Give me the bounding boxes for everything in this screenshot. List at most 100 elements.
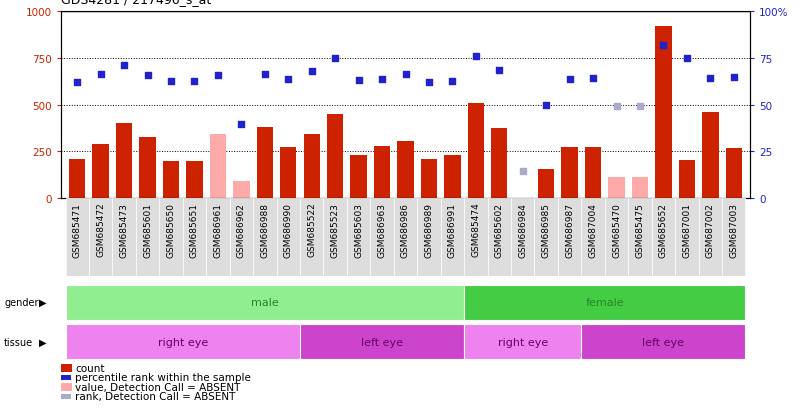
Text: GSM685601: GSM685601 bbox=[143, 202, 152, 257]
Text: GSM687003: GSM687003 bbox=[729, 202, 738, 257]
Point bbox=[399, 71, 412, 78]
Text: right eye: right eye bbox=[157, 337, 208, 347]
Point bbox=[94, 71, 107, 78]
Bar bbox=[655, 27, 672, 198]
Point bbox=[563, 77, 576, 83]
Bar bbox=[722, 198, 745, 277]
Bar bbox=[300, 324, 464, 359]
Bar bbox=[159, 198, 182, 277]
Bar bbox=[702, 113, 719, 198]
Text: GSM686991: GSM686991 bbox=[448, 202, 457, 257]
Text: GSM686985: GSM686985 bbox=[542, 202, 551, 257]
Bar bbox=[421, 159, 437, 198]
Text: count: count bbox=[75, 363, 105, 373]
Bar bbox=[440, 198, 464, 277]
Bar bbox=[726, 149, 742, 198]
Bar bbox=[397, 142, 414, 198]
Point bbox=[352, 78, 365, 85]
Point bbox=[586, 76, 599, 83]
Point bbox=[680, 56, 693, 62]
Bar bbox=[253, 198, 277, 277]
Point bbox=[305, 69, 318, 75]
Bar bbox=[468, 104, 484, 198]
Text: percentile rank within the sample: percentile rank within the sample bbox=[75, 373, 251, 382]
Point bbox=[259, 71, 272, 78]
Text: GSM685652: GSM685652 bbox=[659, 202, 668, 257]
Bar bbox=[464, 198, 487, 277]
Text: GSM685602: GSM685602 bbox=[495, 202, 504, 257]
Text: GSM685651: GSM685651 bbox=[190, 202, 199, 257]
Bar bbox=[182, 198, 206, 277]
Bar bbox=[585, 148, 601, 198]
Bar bbox=[210, 135, 226, 198]
Point bbox=[610, 104, 623, 111]
Point bbox=[704, 76, 717, 83]
Bar bbox=[89, 198, 113, 277]
Point bbox=[328, 56, 341, 62]
Bar bbox=[629, 198, 652, 277]
Text: rank, Detection Call = ABSENT: rank, Detection Call = ABSENT bbox=[75, 392, 236, 401]
Bar bbox=[464, 285, 745, 320]
Point bbox=[470, 54, 483, 60]
Text: GSM685471: GSM685471 bbox=[73, 202, 82, 257]
Bar bbox=[652, 198, 675, 277]
Text: GSM686989: GSM686989 bbox=[424, 202, 433, 257]
Point bbox=[281, 77, 294, 83]
Bar bbox=[139, 138, 156, 198]
Text: GSM686961: GSM686961 bbox=[213, 202, 222, 257]
Text: GSM685473: GSM685473 bbox=[120, 202, 129, 257]
Point bbox=[633, 104, 646, 111]
Bar bbox=[113, 198, 136, 277]
Text: GSM685475: GSM685475 bbox=[636, 202, 645, 257]
Text: GSM686987: GSM686987 bbox=[565, 202, 574, 257]
Bar bbox=[558, 198, 581, 277]
Text: ▶: ▶ bbox=[39, 297, 46, 308]
Text: GSM685603: GSM685603 bbox=[354, 202, 363, 257]
Bar bbox=[581, 198, 605, 277]
Bar bbox=[675, 198, 698, 277]
Bar bbox=[66, 198, 89, 277]
Point bbox=[727, 74, 740, 81]
Bar bbox=[206, 198, 230, 277]
Bar bbox=[277, 198, 300, 277]
Bar bbox=[534, 198, 558, 277]
Bar bbox=[491, 128, 508, 198]
Bar bbox=[371, 198, 394, 277]
Text: GSM687001: GSM687001 bbox=[682, 202, 691, 257]
Bar bbox=[116, 124, 132, 198]
Text: GSM685522: GSM685522 bbox=[307, 202, 316, 257]
Point bbox=[657, 43, 670, 49]
Text: ▶: ▶ bbox=[39, 337, 46, 347]
Text: GSM685523: GSM685523 bbox=[331, 202, 340, 257]
Text: right eye: right eye bbox=[498, 337, 548, 347]
Bar bbox=[92, 145, 109, 198]
Text: GDS4281 / 217496_s_at: GDS4281 / 217496_s_at bbox=[61, 0, 211, 6]
Bar bbox=[417, 198, 440, 277]
Text: GSM686990: GSM686990 bbox=[284, 202, 293, 257]
Bar bbox=[511, 198, 534, 277]
Text: GSM686984: GSM686984 bbox=[518, 202, 527, 257]
Point bbox=[235, 121, 248, 128]
Point bbox=[212, 72, 225, 79]
Text: gender: gender bbox=[4, 297, 39, 308]
Bar bbox=[66, 285, 464, 320]
Bar bbox=[605, 198, 629, 277]
Bar bbox=[487, 198, 511, 277]
Point bbox=[539, 102, 552, 109]
Point bbox=[493, 68, 506, 74]
Bar bbox=[280, 148, 297, 198]
Bar bbox=[632, 178, 648, 198]
Bar bbox=[256, 128, 273, 198]
Point bbox=[446, 79, 459, 85]
Bar bbox=[234, 182, 250, 198]
Bar bbox=[230, 198, 253, 277]
Text: GSM686963: GSM686963 bbox=[378, 202, 387, 257]
Bar bbox=[561, 148, 577, 198]
Bar bbox=[324, 198, 347, 277]
Bar bbox=[187, 162, 203, 198]
Bar bbox=[374, 146, 390, 198]
Bar bbox=[394, 198, 417, 277]
Bar bbox=[300, 198, 324, 277]
Bar bbox=[303, 135, 320, 198]
Point bbox=[141, 72, 154, 79]
